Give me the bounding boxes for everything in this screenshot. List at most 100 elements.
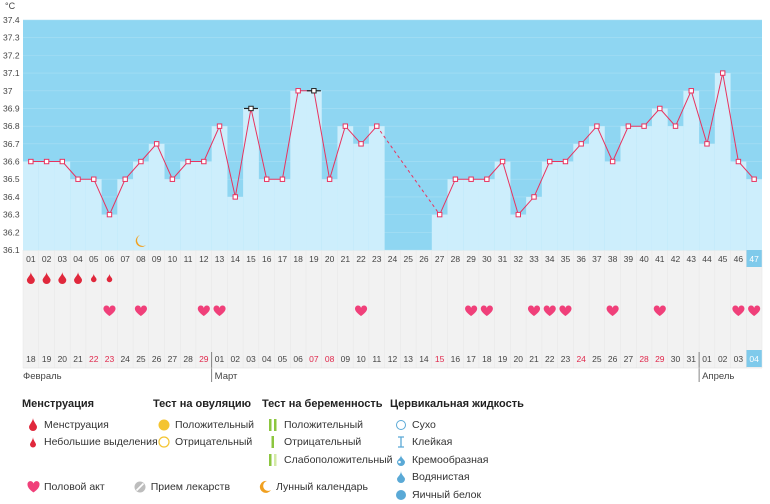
cycle-day-label: 31 (498, 254, 508, 264)
date-label: 29 (199, 354, 209, 364)
legend-item: Кремообразная (390, 451, 524, 469)
date-label: 18 (26, 354, 36, 364)
temperature-bar (463, 179, 479, 250)
legend-item: Прием лекарств (129, 480, 230, 493)
temperature-point (279, 176, 286, 182)
temperature-point (295, 88, 301, 94)
date-label: 02 (718, 354, 728, 364)
temperature-bar (133, 161, 149, 250)
temperature-bar (620, 126, 637, 250)
legend-label: Яичный белок (412, 488, 482, 501)
date-label: 10 (356, 354, 366, 364)
cycle-day-label: 44 (702, 254, 712, 264)
temperature-point (751, 176, 757, 182)
small-drop-icon (22, 436, 44, 448)
date-label: 11 (372, 354, 381, 364)
legend-item: Лунный календарь (254, 480, 368, 493)
temperature-point (735, 158, 742, 165)
temperature-point (657, 105, 663, 112)
temperature-point (547, 158, 553, 165)
temperature-point (153, 141, 160, 147)
cycle-day-label: 47 (749, 254, 759, 264)
legend-label: Отрицательный (284, 436, 362, 449)
legend-menstruation: Менструация Менструация Небольшие выделе… (22, 398, 158, 451)
temperature-bar (337, 126, 354, 250)
legend-item: Половой акт (22, 480, 105, 493)
y-tick-label: 36.3 (3, 210, 20, 220)
cycle-day-label: 23 (372, 254, 382, 264)
cycle-day-label: 19 (309, 254, 319, 264)
date-label: 13 (403, 354, 413, 364)
moon-icon (254, 480, 276, 493)
legend-label: Кремообразная (412, 453, 489, 466)
legend-item: Положительный (262, 416, 393, 434)
cycle-day-label: 04 (73, 254, 83, 264)
date-label: 21 (73, 354, 83, 364)
small-drop-icon (90, 273, 97, 283)
cycle-day-label: 01 (26, 254, 36, 264)
heart-icon (527, 305, 541, 316)
date-label: 16 (451, 354, 461, 364)
temperature-bar (368, 126, 385, 250)
temperature-bar (274, 179, 291, 250)
temperature-bar (526, 196, 542, 250)
cycle-day-label: 37 (592, 254, 602, 264)
date-label: 26 (608, 354, 618, 364)
temperature-point (201, 158, 207, 165)
date-label: 01 (215, 354, 225, 364)
temperature-bar (699, 143, 715, 250)
date-label: 24 (120, 354, 130, 364)
date-label: 03 (246, 354, 256, 364)
cycle-day-label: 18 (293, 254, 303, 264)
date-label: 04 (262, 354, 272, 364)
legend-item: Водянистая (390, 469, 524, 487)
temperature-bar (243, 108, 259, 250)
cycle-day-label: 27 (435, 254, 445, 264)
cycle-day-label: 11 (184, 254, 193, 264)
legend-title: Тест на беременность (262, 398, 383, 410)
heart-icon (748, 305, 761, 316)
date-label: 05 (278, 354, 288, 364)
cycle-day-label: 38 (608, 254, 618, 264)
y-tick-label: 36.9 (3, 103, 20, 113)
date-label: 26 (152, 354, 162, 364)
heart-icon (606, 305, 619, 316)
temperature-bar (101, 214, 118, 250)
cycle-day-label: 08 (136, 254, 146, 264)
y-tick-label: 36.6 (3, 157, 20, 167)
cycle-day-label: 06 (105, 254, 115, 264)
cycle-day-label: 33 (529, 254, 539, 264)
temperature-point (169, 176, 176, 182)
legend-item: Клейкая (390, 434, 524, 452)
temperature-bar (117, 179, 134, 250)
legend-label: Небольшие выделения (44, 436, 158, 449)
date-label: 27 (624, 354, 634, 364)
y-tick-label: 37.1 (3, 68, 20, 78)
temperature-bar (23, 161, 39, 250)
legend-cervical-fluid: Цервикальная жидкость Сухо Клейкая Кремо… (390, 398, 524, 504)
legend-ovulation-test: Тест на овуляцию Положительный Отрицател… (153, 398, 254, 451)
egg-white-icon (390, 489, 412, 501)
temperature-bar (227, 196, 244, 250)
temperature-bar (38, 161, 55, 250)
date-label: 12 (388, 354, 398, 364)
legend-item: Небольшие выделения (22, 434, 158, 452)
date-label: 22 (545, 354, 555, 364)
temperature-bar (651, 108, 668, 250)
cycle-day-label: 15 (246, 254, 256, 264)
heart-icon (134, 305, 147, 316)
legend-item: Отрицательный (262, 434, 393, 452)
cycle-day-label: 02 (42, 254, 52, 264)
month-label: Апрель (702, 371, 734, 382)
cycle-day-label: 25 (403, 254, 413, 264)
legend-label: Слабоположительный (284, 453, 393, 466)
legend-label: Клейкая (412, 436, 453, 449)
temperature-bar (431, 214, 448, 250)
blood-drop-icon (74, 272, 83, 284)
blood-drop-icon (42, 272, 51, 284)
temperature-point (499, 158, 506, 165)
temperature-point (138, 158, 144, 165)
date-label: 01 (702, 354, 712, 364)
legend-title: Тест на овуляцию (153, 398, 252, 410)
temperature-point (484, 176, 490, 182)
